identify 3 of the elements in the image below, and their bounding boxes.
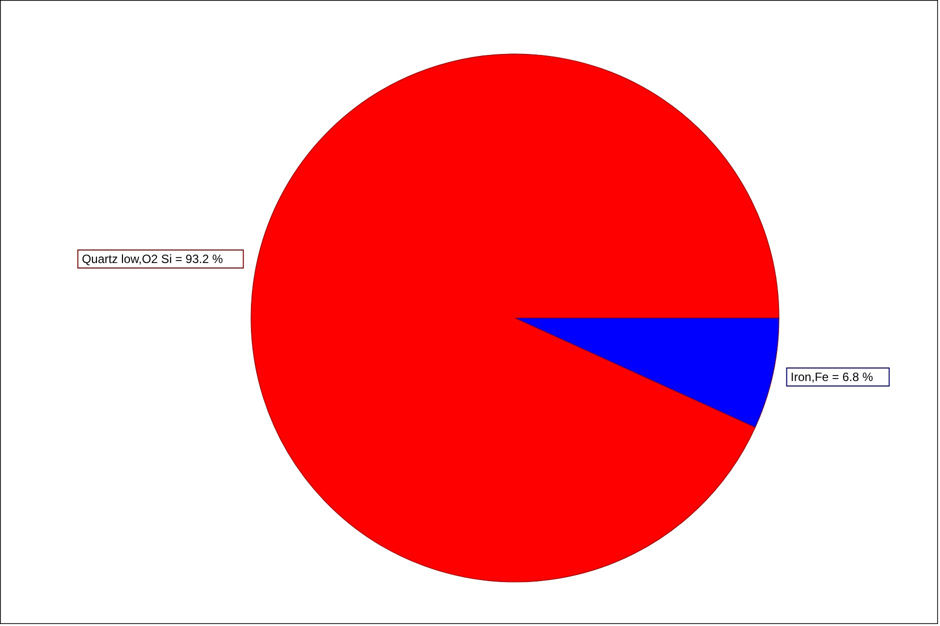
pie-slice <box>250 54 780 582</box>
slice-label: Iron,Fe = 6.8 % <box>790 370 874 384</box>
slice-label: Quartz low,O2 Si = 93.2 % <box>82 252 224 266</box>
